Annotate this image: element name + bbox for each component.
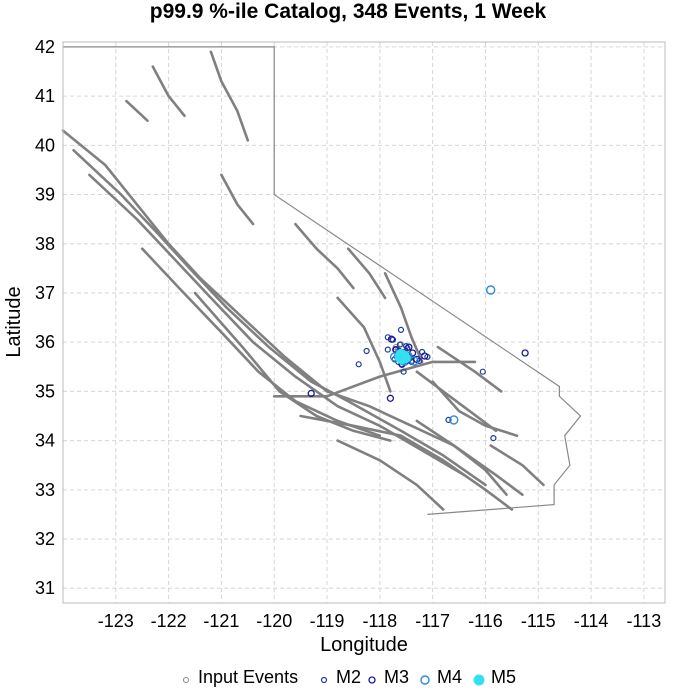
grid-lines: [63, 42, 665, 603]
x-tick-label: -122: [151, 611, 187, 631]
legend-marker: [368, 676, 376, 684]
fault-trace: [88, 173, 466, 477]
event-point: [386, 394, 395, 402]
event-point: [413, 355, 421, 364]
fault-trace: [220, 173, 255, 226]
chart-title: p99.9 %-ile Catalog, 348 Events, 1 Week: [150, 0, 547, 23]
fault-trace: [209, 50, 250, 142]
y-tick-label: 34: [35, 431, 55, 451]
legend: Input Events M2 M3 M4 M5: [183, 667, 516, 687]
event-point: [384, 334, 391, 341]
event-point: [479, 368, 486, 375]
y-tick-label: 32: [35, 529, 55, 549]
fault-trace: [346, 247, 387, 300]
fault-trace: [125, 99, 149, 122]
fault-trace: [436, 345, 503, 393]
x-tick-label: -115: [521, 611, 556, 631]
legend-label: M2: [336, 667, 361, 687]
y-tick-label: 41: [35, 86, 55, 106]
event-point: [394, 351, 406, 363]
x-tick-label: -119: [310, 611, 345, 631]
event-point: [405, 343, 413, 351]
fault-trace: [431, 380, 519, 437]
x-tick-label: -118: [362, 611, 397, 631]
fault-trace: [294, 222, 355, 290]
legend-label: Input Events: [198, 667, 298, 687]
fault-trace: [336, 439, 445, 511]
event-point: [396, 341, 403, 348]
event-point: [449, 415, 459, 425]
fault-trace: [193, 291, 392, 442]
event-point: [387, 335, 396, 343]
legend-label: M3: [384, 667, 409, 687]
y-tick-label: 38: [35, 234, 55, 254]
x-tick-label: -120: [256, 611, 292, 631]
x-tick-label: -113: [627, 611, 662, 631]
legend-label: M5: [491, 667, 516, 687]
event-point: [486, 285, 496, 295]
plot-frame: [62, 41, 666, 604]
event-point: [307, 389, 315, 398]
x-axis-label: Longitude: [320, 634, 408, 656]
fault-trace: [61, 129, 524, 496]
y-tick-label: 33: [35, 480, 55, 500]
x-axis-ticks: -123 -122 -121 -120 -119 -118 -117 -116 -115 -114…: [98, 611, 661, 631]
fault-trace: [415, 419, 508, 496]
event-point: [384, 346, 391, 353]
event-point: [363, 347, 370, 355]
y-tick-label: 42: [35, 37, 55, 57]
fault-trace: [336, 296, 392, 393]
y-tick-label: 37: [35, 283, 55, 303]
fault-trace: [140, 247, 382, 437]
y-tick-label: 31: [35, 578, 55, 598]
legend-marker: [320, 676, 328, 684]
state-boundary-outline: [63, 46, 582, 515]
x-tick-label: -116: [468, 611, 503, 631]
fault-trace: [383, 272, 424, 364]
y-axis-ticks: 31 32 33 34 35 36 37 38 39 40 41 42: [35, 37, 55, 598]
legend-marker: [420, 675, 430, 685]
event-point: [355, 361, 362, 368]
series-m5: [394, 349, 411, 365]
california-fault-map: [61, 46, 582, 515]
event-points: [307, 285, 529, 442]
event-point: [445, 416, 452, 423]
fault-trace: [151, 65, 186, 118]
x-tick-label: -114: [574, 611, 609, 631]
legend-marker: [183, 677, 189, 683]
fault-trace: [415, 370, 498, 433]
event-point: [421, 352, 429, 360]
event-point: [521, 349, 529, 357]
x-tick-label: -121: [203, 611, 239, 631]
y-tick-label: 40: [35, 135, 55, 155]
fault-trace: [299, 414, 514, 511]
event-point: [409, 356, 419, 366]
y-axis-label: Latitude: [3, 286, 25, 357]
y-tick-label: 39: [35, 185, 55, 205]
x-tick-label: -123: [98, 611, 134, 631]
fault-trace: [489, 444, 545, 487]
legend-marker: [473, 674, 485, 686]
event-point: [397, 326, 405, 333]
legend-label: M4: [437, 667, 462, 687]
x-tick-label: -117: [415, 611, 450, 631]
event-point: [400, 368, 407, 375]
y-tick-label: 36: [35, 332, 55, 352]
fault-traces: [61, 50, 545, 511]
y-tick-label: 35: [35, 381, 55, 401]
fault-trace: [72, 149, 487, 487]
event-point: [490, 435, 497, 442]
